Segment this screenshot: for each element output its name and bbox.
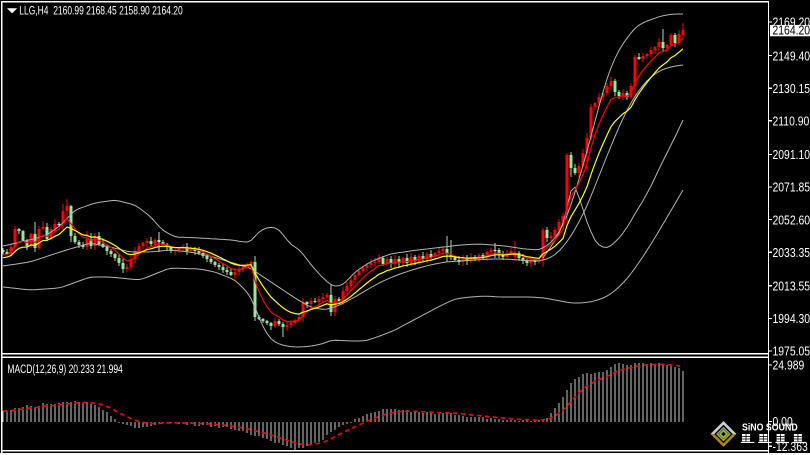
svg-text:2033.35: 2033.35 xyxy=(773,246,810,260)
svg-text:LLG,H4 2160.99 2168.45 2158.9: LLG,H4 2160.99 2168.45 2158.90 2164.20 xyxy=(19,5,183,18)
svg-text:2130.15: 2130.15 xyxy=(773,82,810,96)
svg-text:2091.10: 2091.10 xyxy=(773,148,810,162)
svg-text:2149.40: 2149.40 xyxy=(773,49,810,63)
svg-text:-12.363: -12.363 xyxy=(773,440,809,454)
svg-text:2071.85: 2071.85 xyxy=(773,181,810,195)
svg-text:0.00: 0.00 xyxy=(773,415,794,429)
svg-text:1975.05: 1975.05 xyxy=(773,345,810,359)
svg-text:2164.20: 2164.20 xyxy=(773,24,810,38)
svg-text:24.989: 24.989 xyxy=(773,359,805,373)
svg-text:1994.30: 1994.30 xyxy=(773,312,810,326)
svg-text:2052.60: 2052.60 xyxy=(773,213,810,227)
svg-text:2013.55: 2013.55 xyxy=(773,279,810,293)
svg-text:SiNO SOUND: SiNO SOUND xyxy=(742,421,798,433)
svg-text:MACD(12,26,9) 20.233 21.994: MACD(12,26,9) 20.233 21.994 xyxy=(7,364,123,377)
svg-text:2110.90: 2110.90 xyxy=(773,114,810,128)
